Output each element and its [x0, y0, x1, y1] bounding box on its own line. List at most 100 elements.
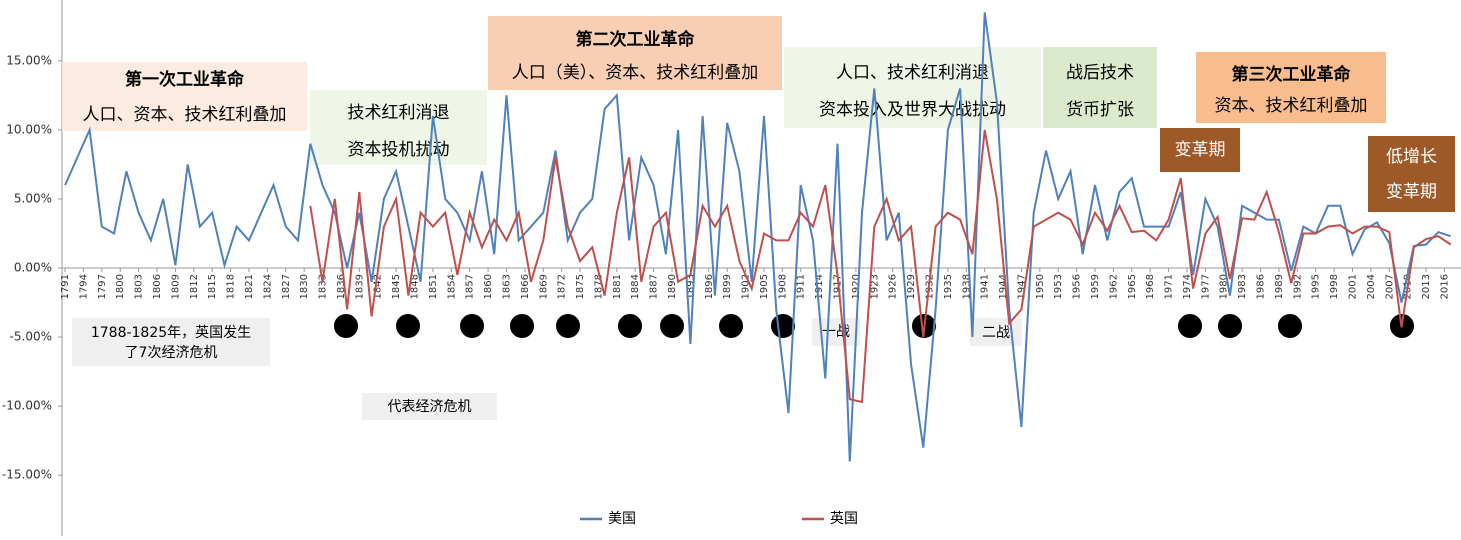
x-tick-label: 1953	[1053, 274, 1064, 299]
x-tick-label: 1881	[612, 274, 623, 299]
crisis-dot	[508, 312, 536, 340]
x-tick-label: 1863	[501, 274, 512, 299]
annotation-text: 低增长	[1386, 147, 1437, 167]
annotation-text: 资本、技术红利叠加	[1215, 96, 1368, 116]
annotation-text: 1788-1825年，英国发生	[91, 324, 251, 341]
x-tick-label: 1971	[1164, 274, 1175, 299]
crisis-dot	[717, 312, 745, 340]
x-tick-label: 1833	[318, 274, 329, 299]
x-tick-label: 2004	[1366, 274, 1377, 299]
x-tick-label: 1899	[722, 274, 733, 299]
x-tick-label: 1896	[704, 274, 715, 299]
series-line	[64, 12, 1451, 462]
x-tick-label: 1854	[446, 274, 457, 299]
x-tick-label: 1803	[134, 274, 145, 299]
x-tick-label: 1914	[814, 274, 825, 299]
x-tick-label: 1908	[777, 274, 788, 299]
x-tick-label: 1905	[759, 274, 770, 299]
y-tick-label: 0.00%	[14, 261, 52, 275]
crisis-dot	[332, 312, 360, 340]
crisis-dot	[1176, 312, 1204, 340]
x-tick-label: 1929	[906, 274, 917, 299]
x-tick-label: 1851	[428, 274, 439, 299]
x-tick-label: 1962	[1108, 274, 1119, 299]
y-tick-label: -15.00%	[2, 468, 52, 482]
annotation-text: 技术红利消退	[348, 103, 450, 123]
x-tick-label: 1830	[299, 274, 310, 299]
x-tick-label: 1923	[869, 274, 880, 299]
x-tick-label: 1902	[741, 274, 752, 299]
annotation-text: 第一次工业革命	[125, 69, 245, 90]
annotation-text: 货币扩张	[1066, 100, 1134, 120]
x-tick-label: 1845	[391, 274, 402, 299]
x-tick-label: 1812	[189, 274, 200, 299]
x-tick-label: 1866	[520, 274, 531, 299]
y-tick-label: 15.00%	[6, 53, 52, 67]
crisis-dot	[394, 312, 422, 340]
x-tick-label: 1920	[851, 274, 862, 299]
crisis-dot	[1276, 312, 1304, 340]
x-tick-label: 1821	[244, 274, 255, 299]
x-tick-label: 2001	[1347, 274, 1358, 299]
x-tick-label: 1818	[226, 274, 237, 299]
x-tick-label: 1839	[354, 274, 365, 299]
annotation-text: 代表经济危机	[388, 399, 472, 415]
x-tick-label: 1992	[1292, 274, 1303, 299]
annotation-text: 第三次工业革命	[1232, 64, 1352, 85]
crisis-dot	[458, 312, 486, 340]
x-tick-label: 1797	[97, 274, 108, 299]
legend-label: 美国	[608, 511, 636, 527]
x-tick-label: 1809	[170, 274, 181, 299]
x-tick-label: 1980	[1219, 274, 1230, 299]
crisis-dot	[1216, 312, 1244, 340]
crisis-dot	[658, 312, 686, 340]
annotation-text: 资本投入及世界大战扰动	[819, 100, 1006, 120]
x-tick-label: 2013	[1421, 274, 1432, 299]
series-line	[309, 129, 1452, 404]
annotation-text: 人口、资本、技术红利叠加	[83, 105, 287, 125]
x-tick-label: 1869	[538, 274, 549, 299]
x-tick-label: 1872	[557, 274, 568, 299]
x-tick-label: 1935	[943, 274, 954, 299]
annotation-text: 人口（美）、资本、技术红利叠加	[512, 63, 759, 83]
x-tick-label: 1878	[593, 274, 604, 299]
x-tick-label: 1827	[281, 274, 292, 299]
annotation-box	[1160, 128, 1240, 172]
x-tick-label: 1956	[1072, 274, 1083, 299]
x-tick-label: 1989	[1274, 274, 1285, 299]
x-tick-label: 1932	[924, 274, 935, 299]
x-tick-label: 1791	[60, 274, 71, 299]
x-tick-label: 1890	[667, 274, 678, 299]
x-tick-label: 1860	[483, 274, 494, 299]
annotation-text: 第二次工业革命	[576, 29, 696, 50]
x-tick-label: 1857	[465, 274, 476, 299]
annotation-box	[362, 393, 497, 420]
x-tick-label: 1794	[78, 274, 89, 299]
annotation-text: 变革期	[1386, 182, 1437, 202]
x-tick-label: 1806	[152, 274, 163, 299]
x-tick-label: 1836	[336, 274, 347, 299]
annotation-text: 二战	[982, 325, 1010, 341]
annotation-box	[1196, 52, 1386, 123]
y-tick-label: -5.00%	[10, 330, 52, 344]
y-tick-label: 5.00%	[14, 191, 52, 205]
annotation-box	[310, 90, 487, 165]
annotation-text: 资本投机扰动	[348, 140, 450, 160]
x-tick-label: 1887	[649, 274, 660, 299]
x-tick-label: 1842	[373, 274, 384, 299]
annotation-text: 战后技术	[1066, 63, 1134, 83]
x-tick-label: 1968	[1145, 274, 1156, 299]
annotation-box	[1043, 47, 1157, 128]
x-tick-label: 1950	[1035, 274, 1046, 299]
x-tick-label: 1977	[1200, 274, 1211, 299]
crisis-markers	[332, 312, 1416, 340]
x-tick-label: 1995	[1311, 274, 1322, 299]
legend-label: 英国	[830, 510, 858, 527]
annotation-text: 人口、技术红利消退	[836, 63, 989, 83]
x-tick-label: 1944	[998, 274, 1009, 299]
x-tick-label: 2007	[1384, 274, 1395, 299]
x-tick-label: 2016	[1439, 274, 1450, 299]
x-tick-label: 1926	[888, 274, 899, 299]
